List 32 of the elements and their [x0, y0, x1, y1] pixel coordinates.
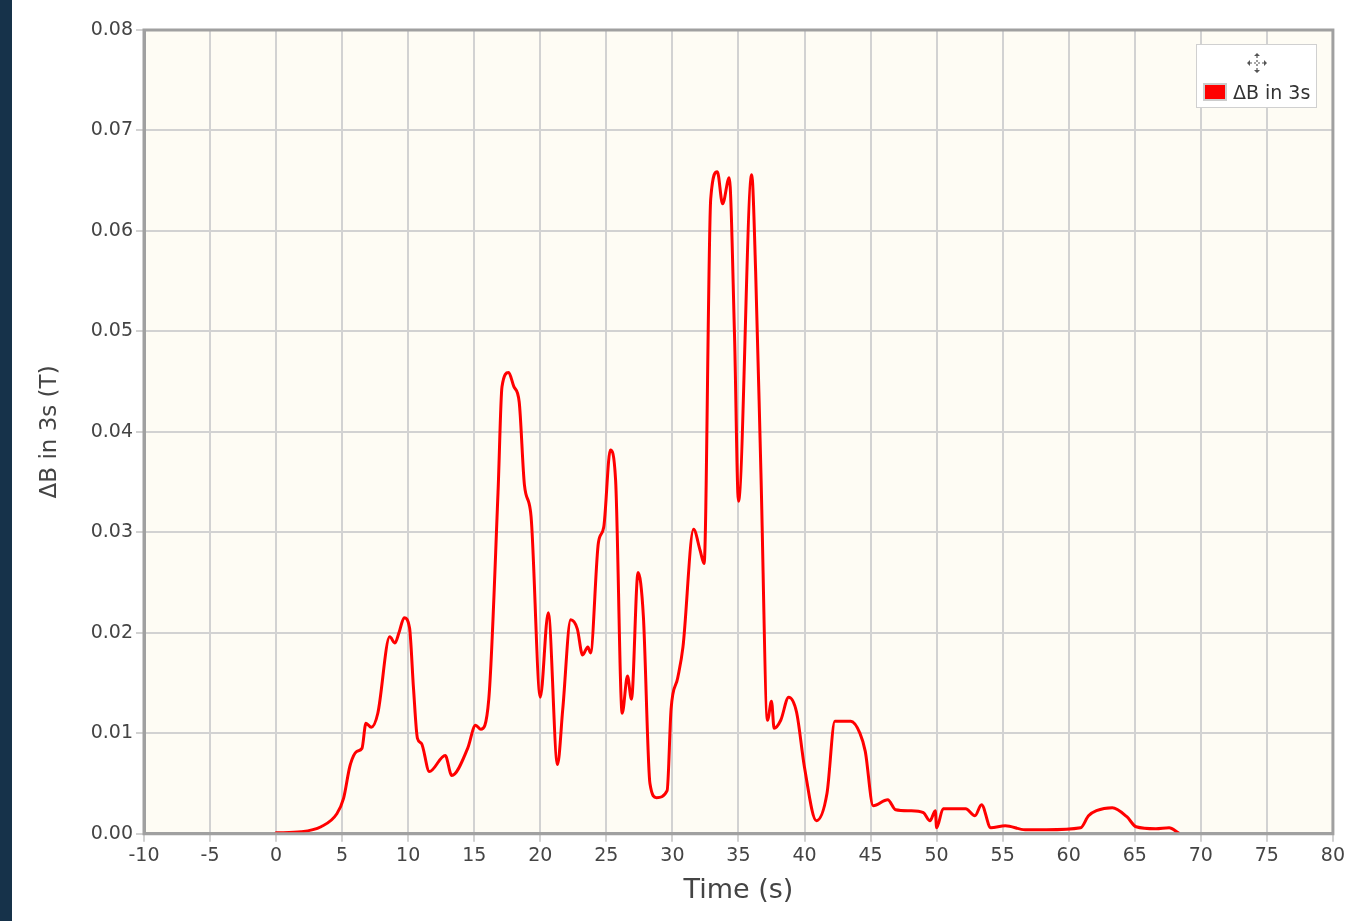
x-axis-title: Time (s) [682, 872, 794, 904]
x-tick-label: 15 [462, 843, 487, 866]
y-tick-label: 0.00 [90, 820, 133, 843]
y-tick-label: 0.07 [90, 117, 133, 140]
x-tick-label: -10 [128, 843, 160, 866]
x-tick-label: 45 [858, 843, 883, 866]
y-tick-label: 0.01 [90, 720, 133, 743]
x-tick-label: 75 [1254, 843, 1279, 866]
x-tick-label: 55 [990, 843, 1015, 866]
x-tick-label: 40 [792, 843, 817, 866]
x-tick-label: 25 [594, 843, 619, 866]
y-tick-label: 0.04 [90, 418, 133, 441]
x-tick-label: 10 [396, 843, 421, 866]
y-tick-label: 0.05 [90, 318, 133, 341]
x-tick-label: 50 [924, 843, 949, 866]
y-tick-label: 0.03 [90, 519, 133, 542]
line-series [274, 170, 1180, 834]
x-tick-label: 65 [1122, 843, 1147, 866]
x-tick-label: 35 [726, 843, 751, 866]
x-tick-label: -5 [200, 843, 220, 866]
x-tick-label: 20 [528, 843, 553, 866]
x-tick-label: 80 [1320, 843, 1346, 866]
y-tick-label: 0.06 [90, 217, 133, 240]
y-tick-label: 0.08 [90, 16, 133, 39]
x-tick-label: 0 [270, 843, 283, 866]
x-tick-label: 60 [1056, 843, 1081, 866]
y-axis-title: ΔB in 3s (T) [34, 365, 61, 499]
y-tick-label: 0.02 [90, 619, 133, 642]
x-tick-label: 70 [1188, 843, 1213, 866]
legend-label: ΔB in 3s [1232, 81, 1311, 103]
x-tick-label: 30 [660, 843, 685, 866]
x-tick-label: 5 [336, 843, 349, 866]
